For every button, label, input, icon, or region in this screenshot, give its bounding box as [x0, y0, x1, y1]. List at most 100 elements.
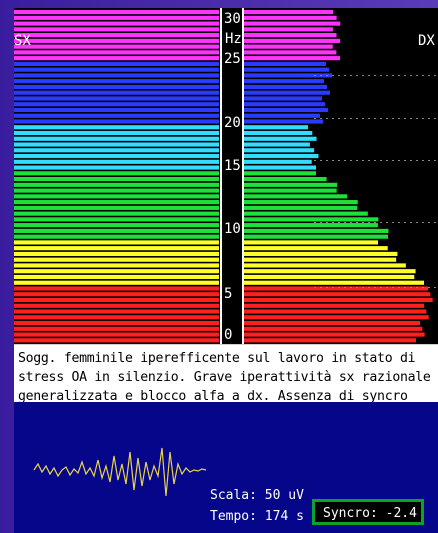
left-bar	[14, 50, 219, 55]
grid-dot	[392, 75, 394, 76]
grid-dot	[368, 160, 370, 161]
right-bar	[243, 130, 313, 136]
grid-dot	[350, 75, 352, 76]
grid-dot	[386, 287, 388, 288]
left-bar	[14, 286, 219, 291]
grid-dot	[338, 287, 340, 288]
right-bar	[243, 320, 420, 326]
grid-dot	[398, 160, 400, 161]
left-bar	[14, 33, 219, 38]
left-bar	[14, 15, 219, 20]
grid-dot	[386, 160, 388, 161]
left-bar	[14, 332, 219, 337]
grid-dot	[392, 160, 394, 161]
right-bar	[243, 194, 348, 199]
grid-dot	[374, 222, 376, 223]
left-bar	[14, 171, 219, 176]
grid-dot	[398, 118, 400, 119]
grid-dot	[410, 287, 412, 288]
grid-dot	[356, 118, 358, 119]
grid-dot	[326, 160, 328, 161]
scale-strip	[222, 8, 242, 344]
grid-dot	[428, 160, 430, 161]
right-bar	[243, 332, 425, 337]
right-bar	[243, 38, 341, 43]
syncro-box: Syncro: -2.4	[312, 499, 424, 525]
left-bar	[14, 61, 219, 66]
left-bar	[14, 320, 219, 326]
left-bar	[14, 102, 219, 107]
grid-dot	[380, 160, 382, 161]
grid-dot	[416, 75, 418, 76]
right-bar	[243, 200, 358, 205]
grid-dot	[362, 160, 364, 161]
grid-dot	[422, 118, 424, 119]
left-bar	[14, 292, 219, 297]
right-bar	[243, 50, 337, 55]
left-bar	[14, 240, 219, 245]
grid-dot	[344, 118, 346, 119]
left-bar	[14, 10, 219, 15]
left-bar	[14, 263, 219, 268]
left-bar	[14, 21, 219, 26]
grid-dot	[326, 287, 328, 288]
left-bar	[14, 130, 219, 136]
right-bar	[243, 56, 340, 61]
grid-dot	[416, 160, 418, 161]
grid-dot	[398, 222, 400, 223]
grid-dot	[422, 222, 424, 223]
left-bar	[14, 280, 219, 285]
right-bar	[243, 159, 312, 164]
right-bar	[243, 263, 406, 268]
right-bar	[243, 338, 416, 343]
grid-dot	[404, 160, 406, 161]
right-bar	[243, 113, 320, 118]
grid-dot	[374, 287, 376, 288]
grid-dot	[428, 118, 430, 119]
grid-dot	[362, 75, 364, 76]
grid-dot	[344, 222, 346, 223]
left-bar	[14, 159, 219, 164]
left-bar	[14, 67, 219, 72]
description-box: Sogg. femminile iperefficente sul lavoro…	[14, 344, 438, 423]
grid-dot	[368, 222, 370, 223]
right-bar	[243, 148, 315, 153]
right-bar	[243, 153, 319, 159]
grid-dot	[320, 287, 322, 288]
left-bar	[14, 56, 219, 61]
grid-dot	[356, 287, 358, 288]
grid-dot	[374, 75, 376, 76]
tick-label-20: 20	[224, 115, 241, 131]
left-bar	[14, 269, 219, 274]
right-bar	[243, 211, 368, 216]
grid-dot	[356, 75, 358, 76]
grid-dot	[422, 160, 424, 161]
grid-dot	[380, 222, 382, 223]
right-bar	[243, 297, 433, 303]
tick-label-10: 10	[224, 221, 241, 237]
left-bar	[14, 107, 219, 113]
left-bar	[14, 274, 219, 280]
left-bar	[14, 125, 219, 130]
grid-dot	[368, 75, 370, 76]
scale-label: Scala: 50 uV	[210, 488, 304, 503]
grid-dot	[332, 118, 334, 119]
eeg-panel: Scala: 50 uV Tempo: 174 s	[14, 402, 438, 533]
left-bar	[14, 194, 219, 199]
right-bar	[243, 107, 328, 113]
left-bar	[14, 297, 219, 303]
grid-dot	[434, 160, 436, 161]
grid-dot	[416, 118, 418, 119]
left-bar	[14, 315, 219, 320]
right-bar	[243, 119, 323, 124]
grid-dot	[386, 222, 388, 223]
grid-dot	[320, 160, 322, 161]
grid-dot	[374, 160, 376, 161]
eeg-waveform	[33, 447, 207, 497]
grid-dot	[404, 118, 406, 119]
grid-dot	[434, 118, 436, 119]
grid-dot	[410, 118, 412, 119]
right-bar	[243, 79, 324, 84]
grid-dot	[326, 75, 328, 76]
